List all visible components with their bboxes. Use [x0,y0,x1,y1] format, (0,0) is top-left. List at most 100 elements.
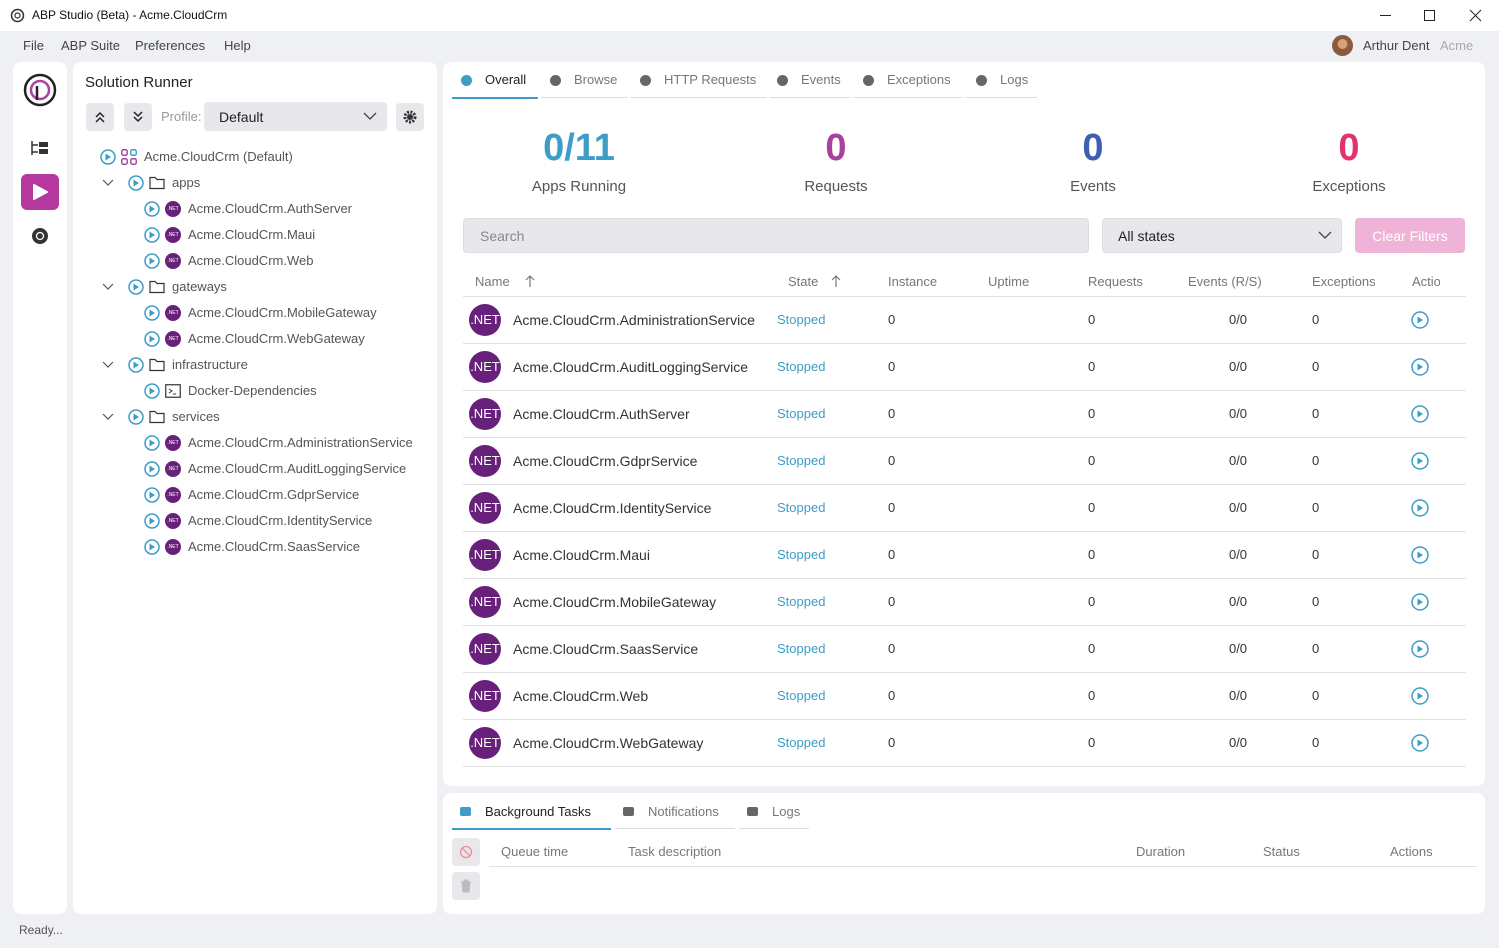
search-box[interactable] [463,218,1089,253]
tree-expander[interactable] [102,361,114,369]
tree-run-button[interactable] [144,383,160,399]
column-header[interactable]: Uptime [988,274,1030,289]
column-header[interactable]: Name [475,274,510,289]
request-count: 0 [1088,406,1096,421]
k8s-circle [32,228,48,244]
tree-run-button[interactable] [128,409,144,425]
column-header[interactable]: Exceptions [1312,274,1376,289]
service-state: Stopped [777,547,826,562]
start-service-button[interactable] [1411,687,1429,705]
state-select[interactable] [1102,218,1342,253]
event-rate: 0/0 [1228,359,1248,374]
tab[interactable]: Background Tasks [485,804,591,819]
tree-expander[interactable] [102,179,114,187]
request-count: 0 [1088,735,1096,750]
tab[interactable]: Notifications [648,804,719,819]
tree-label: services [172,409,220,424]
service-name: Acme.CloudCrm.AdministrationService [513,312,755,328]
tab-glyph [747,807,758,816]
tree-run-button[interactable] [128,175,144,191]
tree-run-button[interactable] [144,253,160,269]
menu-item[interactable]: Preferences [135,38,206,53]
profile-select[interactable] [204,102,387,131]
kubernetes-button[interactable] [31,227,49,245]
solution-runner-button[interactable] [21,174,59,210]
start-service-button[interactable] [1411,546,1429,564]
clear-filters-button[interactable] [1355,218,1465,253]
window-controls [1380,9,1482,22]
terminal-prompt [168,388,176,395]
menu-item[interactable]: Help [224,38,251,53]
menu-item[interactable]: ABP Suite [61,38,121,53]
play-ring [1411,358,1429,376]
tab-glyph [623,807,634,816]
start-service-button[interactable] [1411,734,1429,752]
tree-run-button[interactable] [144,513,160,529]
dotnet-badge [469,398,501,430]
tab[interactable]: Logs [772,804,801,819]
tab[interactable]: HTTP Requests [664,72,757,87]
collapse-all-icon [95,111,105,123]
play-ring [144,487,160,503]
solution-explorer-button[interactable] [31,140,49,156]
row-divider [463,531,1466,532]
user-avatar[interactable] [1332,35,1353,56]
tree-run-button[interactable] [144,487,160,503]
column-header[interactable]: State [788,274,819,289]
close[interactable] [1469,9,1482,22]
maximize[interactable] [1424,10,1435,21]
tree-icon-box [39,142,48,147]
exception-count: 0 [1312,641,1320,656]
tab[interactable]: Overall [485,72,527,87]
tab-icon [461,75,472,86]
play-triangle [149,257,155,265]
column-header[interactable]: Instance [888,274,938,289]
start-service-button[interactable] [1411,405,1429,423]
start-service-button[interactable] [1411,311,1429,329]
tab[interactable]: Logs [1000,72,1029,87]
tree-expander[interactable] [102,283,114,291]
service-state: Stopped [777,500,826,515]
tree-run-button[interactable] [144,227,160,243]
tree-expander[interactable] [102,413,114,421]
tree-run-button[interactable] [100,149,116,165]
tab[interactable]: Events [801,72,841,87]
start-service-button[interactable] [1411,640,1429,658]
tree-run-button[interactable] [144,201,160,217]
column-header[interactable]: Requests [1088,274,1143,289]
play-ring [128,279,144,295]
start-service-button[interactable] [1411,593,1429,611]
tab[interactable]: Exceptions [887,72,951,87]
instance-count: 0 [888,500,896,515]
play-ring [144,201,160,217]
play-triangle [105,153,111,161]
badge-circle [165,227,181,243]
dropdown-arrow [1318,231,1332,239]
start-service-button[interactable] [1411,358,1429,376]
search-placeholder: Search [480,228,525,244]
badge-label: .NET [167,440,179,446]
badge-label: .NET [470,312,500,327]
tree-run-button[interactable] [144,331,160,347]
stat-label: Exceptions [1312,178,1386,195]
column-header[interactable]: Actions [1412,274,1440,289]
tree-run-button[interactable] [144,305,160,321]
chevron [102,361,114,368]
menu-item[interactable]: File [23,38,44,53]
tree-run-button[interactable] [144,461,160,477]
exception-count: 0 [1312,312,1320,327]
column-header[interactable]: Events (R/S) [1188,274,1262,289]
tree-run-button[interactable] [128,279,144,295]
start-service-button[interactable] [1411,499,1429,517]
badge-circle [469,727,501,759]
tree-run-button[interactable] [144,539,160,555]
tree-run-button[interactable] [128,357,144,373]
badge-circle [469,351,501,383]
tree-run-button[interactable] [144,435,160,451]
event-rate: 0/0 [1228,594,1248,609]
play-triangle [133,179,139,187]
tab[interactable]: Browse [574,72,618,87]
sort-arrow [525,275,535,287]
play-ring [144,435,160,451]
start-service-button[interactable] [1411,452,1429,470]
